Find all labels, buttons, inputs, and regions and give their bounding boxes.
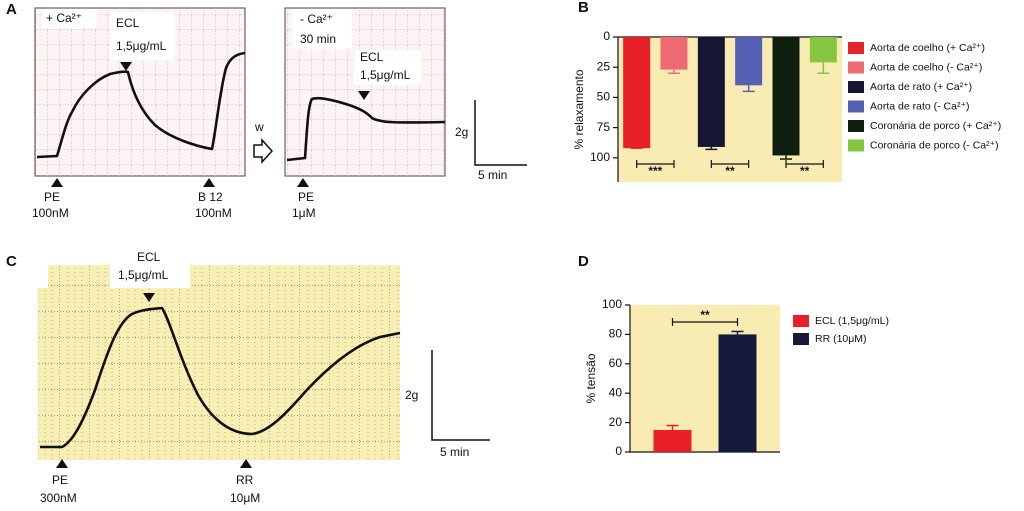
- arrow-down: [358, 91, 370, 100]
- arrow-up: [51, 178, 63, 187]
- label-box: [355, 50, 421, 85]
- condition: - Ca²⁺: [300, 12, 333, 26]
- plot-background: [618, 37, 842, 182]
- legend-swatch: [848, 81, 864, 93]
- bar: [809, 37, 837, 63]
- legend-label: Aorta de rato (- Ca²⁺): [870, 100, 970, 112]
- legend-swatch: [848, 42, 864, 54]
- condition-time: 30 min: [300, 32, 336, 46]
- scale-y-label: 2g: [455, 125, 468, 139]
- arrow-up: [240, 459, 252, 468]
- legend-label: RR (10μM): [815, 333, 867, 345]
- label-box: [110, 240, 190, 288]
- drug-dose: 1μM: [292, 206, 316, 220]
- drug-label: ECL: [137, 250, 161, 264]
- scale-x-label: 5 min: [478, 168, 507, 182]
- drug-dose: 1,5μg/mL: [118, 268, 169, 282]
- y-tick-label: 40: [609, 385, 623, 399]
- arrow-up: [56, 459, 68, 468]
- drug-dose: 300nM: [40, 491, 77, 505]
- bar: [653, 429, 692, 452]
- y-tick-label: 75: [597, 120, 611, 134]
- wash-arrow: [253, 138, 274, 164]
- legend-swatch: [848, 139, 864, 152]
- legend-swatch: [793, 315, 809, 327]
- drug-dose: 100nM: [195, 206, 232, 220]
- legend-label: Coronária de porco (- Ca²⁺): [870, 139, 999, 151]
- y-tick-label: 25: [597, 59, 611, 73]
- arrow-up: [203, 178, 215, 187]
- drug-label: ECL: [360, 50, 384, 64]
- drug-label: PE: [52, 473, 68, 487]
- y-tick-label: 60: [609, 356, 623, 370]
- panel-label: A: [6, 1, 17, 18]
- legend-label: Aorta de coelho (- Ca²⁺): [870, 61, 982, 73]
- drug-dose: 1,5μg/mL: [360, 68, 411, 82]
- drug-dose: 10μM: [230, 491, 260, 505]
- bar: [623, 37, 651, 149]
- significance-label: **: [700, 308, 710, 322]
- arrow-down: [120, 62, 132, 71]
- legend-label: ECL (1,5μg/mL): [815, 315, 889, 327]
- y-tick-label: 0: [615, 444, 622, 458]
- legend-swatch: [848, 100, 864, 113]
- y-tick-label: 50: [597, 90, 611, 104]
- arrow-up: [297, 178, 309, 187]
- wash-label: w: [254, 120, 264, 134]
- legend-swatch: [793, 333, 809, 345]
- significance-bracket: [785, 160, 824, 168]
- bar: [735, 37, 763, 86]
- y-tick-label: 20: [609, 415, 623, 429]
- bar: [660, 37, 688, 70]
- drug-dose: 1,5μg/mL: [116, 39, 167, 53]
- scale-y-label: 2g: [405, 388, 418, 402]
- bar: [697, 37, 725, 147]
- drug-dose: 100nM: [32, 206, 69, 220]
- panel-a: A + Ca²⁺ ECL 1,5μg/mL PE 100nM B 12 100n…: [6, 1, 527, 220]
- drug-label: RR: [236, 473, 254, 487]
- scale-bar: [431, 350, 490, 441]
- legend-swatch: [848, 61, 864, 74]
- y-tick-label: 100: [590, 150, 610, 164]
- drug-label: ECL: [116, 16, 140, 30]
- label-box: [30, 262, 48, 288]
- significance-label: **: [725, 164, 735, 178]
- legend-label: Aorta de rato (+ Ca²⁺): [870, 81, 972, 93]
- tracing: [40, 306, 401, 449]
- plot-background: [630, 305, 780, 452]
- scale-x-label: 5 min: [440, 445, 469, 459]
- y-tick-label: 100: [602, 297, 622, 311]
- label-box: [110, 12, 175, 60]
- drug-label: B 12: [198, 190, 223, 204]
- label-box: [292, 9, 352, 49]
- significance-bracket: [710, 160, 750, 168]
- arrow-down: [143, 293, 155, 302]
- bar: [772, 37, 800, 156]
- tracing: [36, 51, 246, 159]
- legend-swatch: [848, 120, 864, 132]
- scale-bar: [474, 100, 527, 166]
- trace-grid: [38, 265, 400, 460]
- significance-bracket: [671, 318, 739, 326]
- y-tick-label: 0: [603, 29, 610, 43]
- y-axis-label: % relaxamento: [572, 69, 586, 149]
- tracing: [286, 96, 446, 162]
- y-tick-label: 80: [609, 327, 623, 341]
- legend-label: Aorta de coelho (+ Ca²⁺): [870, 42, 985, 54]
- drug-label: PE: [44, 190, 60, 204]
- panel-c: C ECL 1,5μg/mL PE 300nM RR 10μM 2g 5 min: [6, 240, 490, 505]
- panel-label: D: [578, 253, 589, 270]
- significance-label: ***: [648, 164, 662, 178]
- legend-label: Coronária de porco (+ Ca²⁺): [870, 120, 1001, 132]
- panel-label: C: [6, 253, 17, 270]
- panel-label: B: [578, 0, 589, 16]
- label-box: [42, 9, 97, 29]
- significance-label: **: [800, 164, 810, 178]
- drug-label: PE: [298, 190, 314, 204]
- significance-bracket: [636, 160, 675, 168]
- condition: + Ca²⁺: [46, 11, 82, 25]
- y-axis-label: % tensão: [584, 353, 598, 403]
- bar: [718, 334, 757, 452]
